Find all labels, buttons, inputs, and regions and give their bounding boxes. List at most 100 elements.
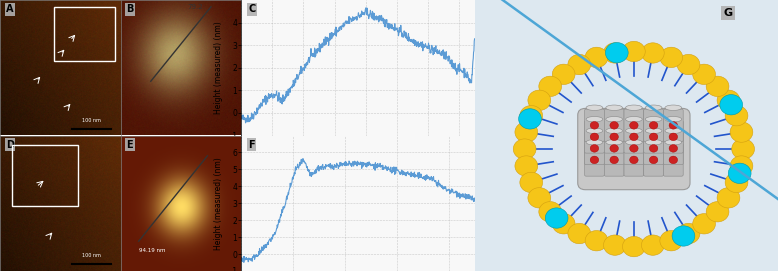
Circle shape [568, 54, 591, 75]
Text: B: B [127, 4, 134, 14]
Ellipse shape [586, 140, 603, 145]
Circle shape [568, 223, 591, 244]
Ellipse shape [586, 117, 603, 122]
Ellipse shape [665, 105, 682, 111]
Circle shape [730, 156, 753, 176]
Ellipse shape [606, 128, 622, 134]
Circle shape [725, 105, 748, 126]
FancyBboxPatch shape [578, 108, 690, 190]
Circle shape [591, 121, 599, 129]
Bar [54, 7, 114, 61]
Circle shape [591, 156, 599, 164]
Circle shape [520, 105, 542, 126]
Circle shape [669, 133, 678, 141]
Circle shape [622, 236, 645, 257]
FancyBboxPatch shape [605, 121, 624, 153]
Circle shape [515, 122, 538, 142]
Ellipse shape [626, 117, 642, 122]
FancyBboxPatch shape [643, 121, 664, 153]
Ellipse shape [645, 105, 662, 111]
FancyBboxPatch shape [605, 144, 624, 176]
FancyBboxPatch shape [624, 132, 643, 164]
FancyBboxPatch shape [664, 144, 683, 176]
Text: F: F [248, 140, 255, 150]
Circle shape [519, 109, 541, 129]
Circle shape [692, 64, 716, 85]
Ellipse shape [665, 128, 682, 134]
FancyBboxPatch shape [664, 109, 683, 141]
Ellipse shape [606, 117, 622, 122]
Bar [12, 145, 79, 206]
Circle shape [520, 172, 542, 193]
FancyBboxPatch shape [605, 132, 624, 164]
Ellipse shape [626, 140, 642, 145]
Circle shape [660, 47, 682, 67]
Circle shape [629, 145, 638, 152]
Ellipse shape [665, 117, 682, 122]
Circle shape [513, 139, 536, 159]
Circle shape [610, 121, 619, 129]
Ellipse shape [626, 105, 642, 111]
FancyBboxPatch shape [643, 144, 664, 176]
Y-axis label: Height (measured) (nm): Height (measured) (nm) [214, 157, 223, 250]
FancyBboxPatch shape [584, 121, 605, 153]
Circle shape [552, 64, 575, 85]
FancyBboxPatch shape [624, 121, 643, 153]
Ellipse shape [645, 117, 662, 122]
X-axis label: Offset (nm): Offset (nm) [334, 150, 382, 159]
Circle shape [706, 202, 729, 222]
Circle shape [604, 43, 626, 63]
Ellipse shape [645, 140, 662, 145]
FancyBboxPatch shape [624, 144, 643, 176]
Circle shape [650, 156, 658, 164]
Circle shape [539, 202, 562, 222]
Ellipse shape [626, 128, 642, 134]
Circle shape [591, 145, 599, 152]
FancyBboxPatch shape [664, 132, 683, 164]
Circle shape [677, 54, 700, 75]
Circle shape [732, 139, 755, 159]
Text: 100 nm: 100 nm [82, 118, 101, 123]
Circle shape [642, 43, 664, 63]
Circle shape [515, 156, 538, 176]
Ellipse shape [586, 105, 603, 111]
Text: A: A [6, 4, 13, 14]
Circle shape [610, 156, 619, 164]
Circle shape [669, 121, 678, 129]
Circle shape [585, 231, 608, 251]
Circle shape [610, 145, 619, 152]
Text: D: D [6, 140, 14, 150]
Circle shape [528, 188, 551, 208]
Circle shape [669, 156, 678, 164]
Circle shape [672, 226, 695, 246]
Circle shape [730, 122, 753, 142]
Circle shape [591, 133, 599, 141]
FancyBboxPatch shape [584, 109, 605, 141]
Circle shape [622, 41, 645, 62]
FancyBboxPatch shape [584, 132, 605, 164]
Text: 79.2: 79.2 [187, 4, 202, 10]
Ellipse shape [606, 105, 622, 111]
Y-axis label: Height (measured) (nm): Height (measured) (nm) [214, 21, 223, 114]
FancyBboxPatch shape [584, 144, 605, 176]
FancyBboxPatch shape [664, 121, 683, 153]
Ellipse shape [606, 140, 622, 145]
Circle shape [528, 90, 551, 111]
Circle shape [650, 145, 658, 152]
Circle shape [669, 145, 678, 152]
Circle shape [677, 223, 700, 244]
Text: E: E [127, 140, 133, 150]
Text: 100 nm: 100 nm [82, 253, 101, 259]
Circle shape [552, 214, 575, 234]
Circle shape [650, 121, 658, 129]
FancyBboxPatch shape [624, 109, 643, 141]
Circle shape [585, 47, 608, 67]
Circle shape [717, 188, 740, 208]
Ellipse shape [665, 140, 682, 145]
Text: G: G [724, 8, 733, 18]
Circle shape [539, 76, 562, 96]
Circle shape [725, 172, 748, 193]
Ellipse shape [586, 128, 603, 134]
Ellipse shape [645, 128, 662, 134]
Text: C: C [248, 4, 255, 14]
